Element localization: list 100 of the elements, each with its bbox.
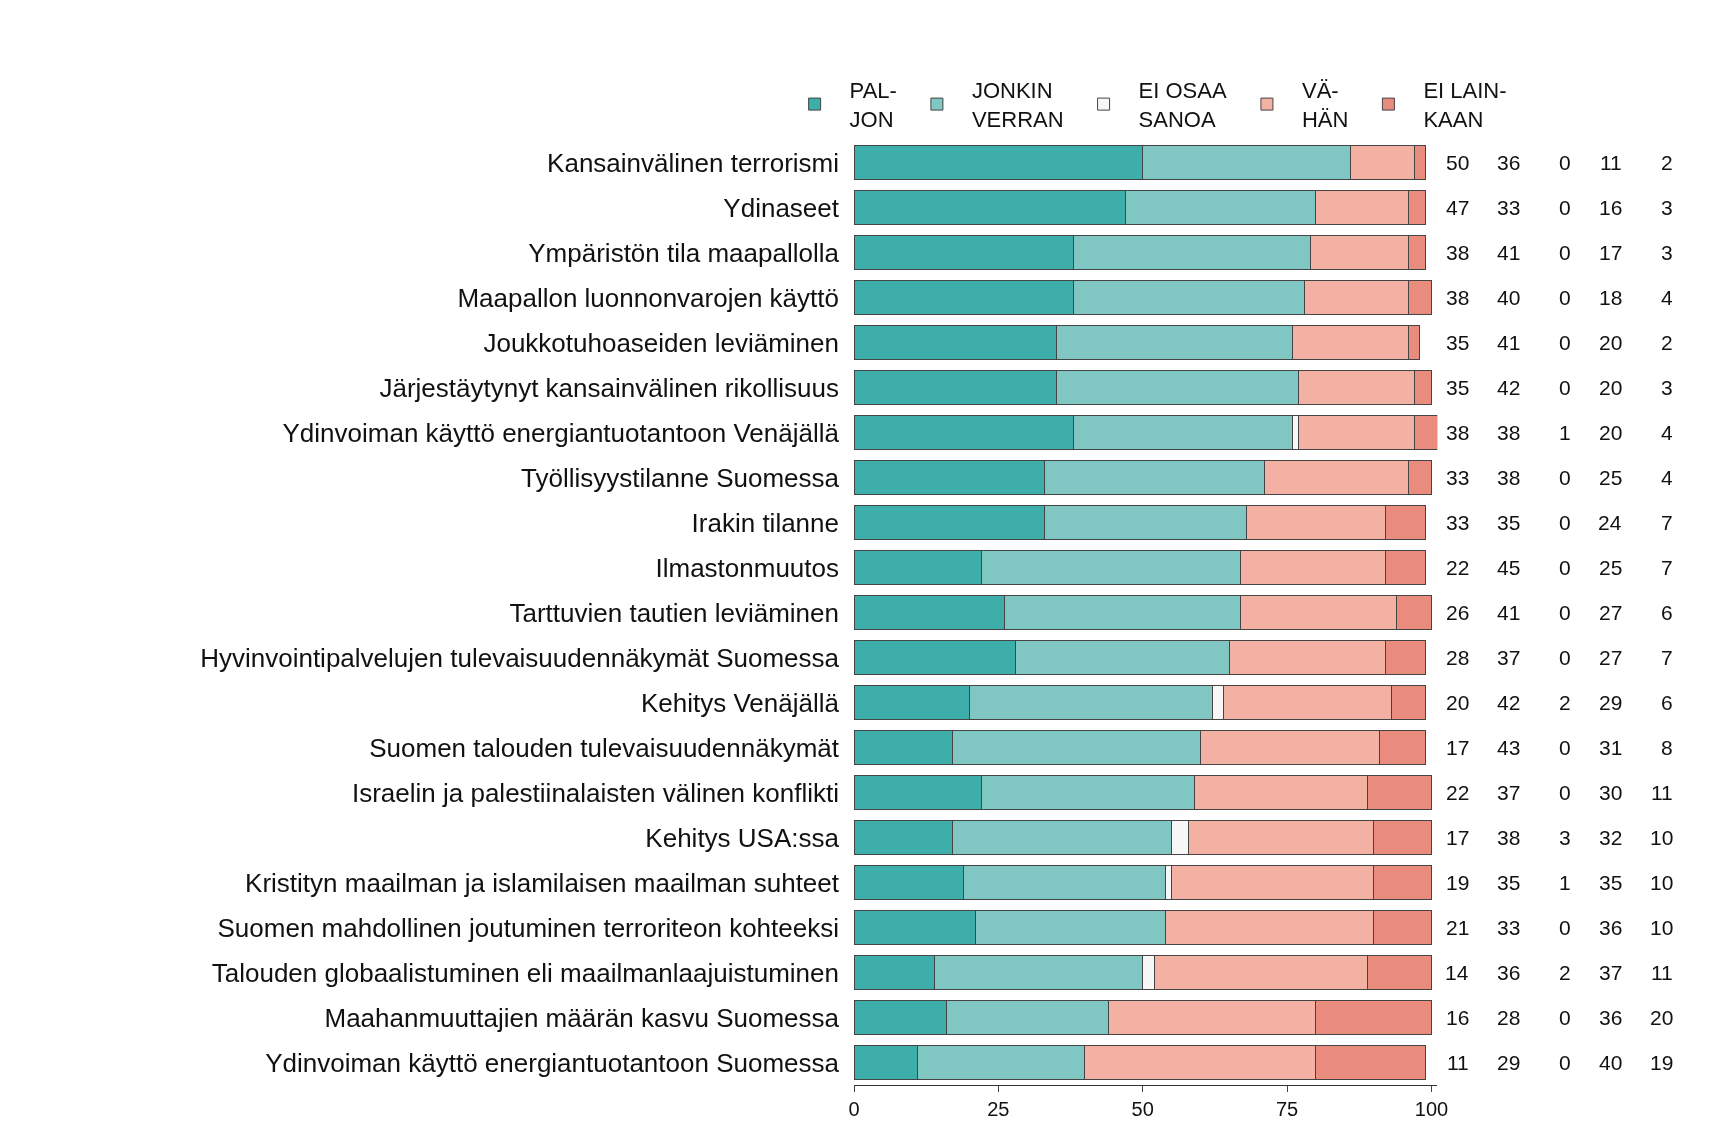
data-label: 11 (1651, 961, 1673, 984)
data-label: 35 (1446, 376, 1470, 399)
y-tick-label: Irakin tilanne (691, 507, 839, 538)
data-label: 20 (1599, 421, 1623, 444)
data-label: 4 (1661, 286, 1673, 309)
y-tick-label: Järjestäytynyt kansainvälinen rikollisuus (379, 372, 839, 403)
data-label: 8 (1661, 736, 1673, 759)
data-label: 37 (1497, 646, 1521, 669)
data-label: 33 (1446, 466, 1470, 489)
data-label: 36 (1599, 916, 1623, 939)
data-label: 22 (1446, 556, 1470, 579)
y-tick-label: Israelin ja palestiinalaisten välinen konflikti (351, 777, 839, 808)
data-label: 27 (1599, 646, 1623, 669)
data-label: 33 (1446, 511, 1470, 534)
data-label: 32 (1599, 826, 1623, 849)
data-label: 4 (1661, 421, 1673, 444)
data-label: 21 (1446, 916, 1470, 939)
data-label: 17 (1599, 241, 1623, 264)
data-label: 0 (1559, 376, 1571, 399)
y-tick-label: Maahanmuuttajien määrän kasvu Suomessa (324, 1002, 840, 1033)
data-label: 36 (1497, 151, 1521, 174)
data-label: 26 (1446, 601, 1470, 624)
data-label: 0 (1559, 331, 1571, 354)
legend-label: VÄ- HÄN (1301, 78, 1349, 132)
data-label: 0 (1559, 781, 1571, 804)
data-label: 10 (1650, 916, 1674, 939)
x-tick-label: 50 (1131, 1098, 1154, 1120)
data-label: 38 (1497, 466, 1521, 489)
data-label: 50 (1446, 151, 1470, 174)
data-label: 24 (1598, 511, 1622, 534)
data-label: 35 (1446, 331, 1470, 354)
legend-label: PAL- JON (849, 78, 897, 132)
data-label: 17 (1446, 826, 1470, 849)
data-label: 35 (1599, 871, 1623, 894)
data-label: 0 (1559, 196, 1571, 219)
data-label: 25 (1599, 556, 1623, 579)
data-label: 18 (1599, 286, 1623, 309)
data-label: 0 (1559, 286, 1571, 309)
data-label: 0 (1559, 556, 1571, 579)
data-label: 0 (1559, 151, 1571, 174)
data-label: 14 (1445, 961, 1469, 984)
data-label: 4 (1661, 466, 1673, 489)
data-label: 7 (1661, 556, 1673, 579)
data-label: 0 (1559, 916, 1571, 939)
data-label: 38 (1446, 241, 1470, 264)
data-label: 3 (1559, 826, 1571, 849)
y-tick-label: Ydinaseet (723, 192, 840, 223)
data-label: 0 (1559, 466, 1571, 489)
data-label: 29 (1599, 691, 1623, 714)
x-tick-label: 0 (848, 1098, 860, 1120)
y-tick-label: Ydinvoiman käyttö energiantuotantoon Venäjällä (282, 417, 840, 448)
y-tick-label: Maapallon luonnonvarojen käyttö (457, 282, 839, 313)
data-label: 20 (1599, 376, 1623, 399)
data-label: 42 (1497, 691, 1521, 714)
data-label: 35 (1497, 871, 1521, 894)
data-label: 20 (1650, 1006, 1674, 1029)
data-label: 43 (1497, 736, 1521, 759)
data-label: 10 (1650, 871, 1674, 894)
data-label: 37 (1497, 781, 1521, 804)
data-label: 29 (1497, 1051, 1521, 1074)
data-label: 22 (1446, 781, 1470, 804)
data-label: 45 (1497, 556, 1521, 579)
y-tick-label: Talouden globaalistuminen eli maailmanlaajuistuminen (211, 957, 839, 988)
data-label: 2 (1661, 151, 1673, 174)
data-label: 2 (1559, 961, 1571, 984)
data-label: 1 (1559, 421, 1571, 444)
data-label: 40 (1599, 1051, 1623, 1074)
data-label: 41 (1497, 331, 1521, 354)
data-label: 36 (1497, 961, 1521, 984)
x-tick-label: 100 (1414, 1098, 1449, 1120)
data-label: 19 (1650, 1051, 1674, 1074)
data-label: 30 (1599, 781, 1623, 804)
data-label: 3 (1661, 241, 1673, 264)
data-label: 0 (1559, 511, 1571, 534)
y-tick-label: Suomen talouden tulevaisuudennäkymät (369, 732, 840, 763)
x-tick-label: 25 (987, 1098, 1010, 1120)
data-label: 11 (1600, 151, 1622, 174)
y-tick-label: Joukkotuhoaseiden leviäminen (483, 327, 839, 358)
data-label: 38 (1446, 286, 1470, 309)
data-label: 6 (1661, 691, 1673, 714)
data-label: 0 (1559, 1006, 1571, 1029)
y-tick-label: Ydinvoiman käyttö energiantuotantoon Suomessa (265, 1047, 840, 1078)
data-label: 11 (1651, 781, 1673, 804)
y-tick-label: Työllisyystilanne Suomessa (521, 462, 840, 493)
data-label: 37 (1599, 961, 1623, 984)
data-label: 6 (1661, 601, 1673, 624)
data-label: 38 (1446, 421, 1470, 444)
data-label: 40 (1497, 286, 1521, 309)
data-label: 17 (1446, 736, 1470, 759)
y-tick-label: Hyvinvointipalvelujen tulevaisuudennäkymät Suomessa (200, 642, 840, 673)
y-tick-label: Tarttuvien tautien leviäminen (509, 597, 839, 628)
y-tick-label: Kansainvälinen terrorismi (547, 147, 839, 178)
legend-label: EI OSAA SANOA (1138, 78, 1227, 132)
data-label: 10 (1650, 826, 1674, 849)
data-label: 0 (1559, 736, 1571, 759)
y-tick-label: Kristityn maailman ja islamilaisen maailman suhteet (245, 867, 840, 898)
data-label: 33 (1497, 916, 1521, 939)
data-label: 28 (1446, 646, 1470, 669)
y-tick-label: Ympäristön tila maapallolla (528, 237, 840, 268)
y-tick-label: Suomen mahdollinen joutuminen terroriteon kohteeksi (217, 912, 839, 943)
